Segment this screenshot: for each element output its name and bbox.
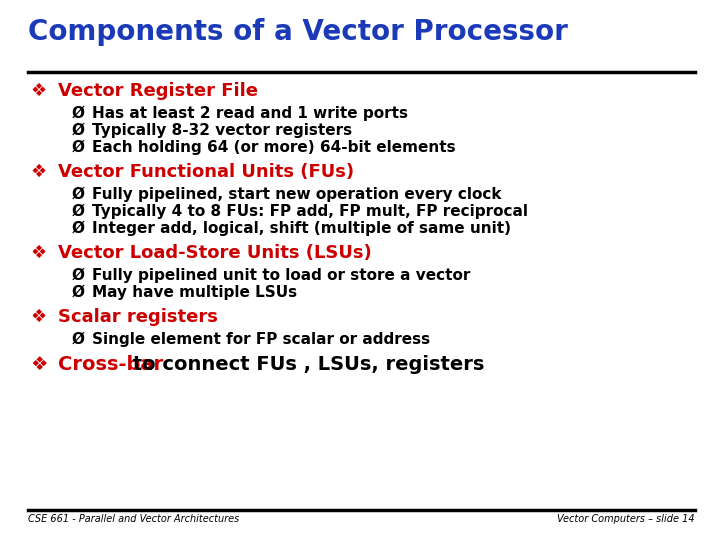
- Text: CSE 661 - Parallel and Vector Architectures: CSE 661 - Parallel and Vector Architectu…: [28, 514, 239, 524]
- Text: Fully pipelined, start new operation every clock: Fully pipelined, start new operation eve…: [92, 187, 502, 202]
- Text: Ø: Ø: [72, 123, 85, 138]
- Text: Fully pipelined unit to load or store a vector: Fully pipelined unit to load or store a …: [92, 268, 470, 283]
- Text: Cross-bar: Cross-bar: [58, 355, 163, 374]
- Text: Scalar registers: Scalar registers: [58, 308, 218, 326]
- Text: May have multiple LSUs: May have multiple LSUs: [92, 285, 297, 300]
- Text: Ø: Ø: [72, 106, 85, 121]
- Text: Typically 8-32 vector registers: Typically 8-32 vector registers: [92, 123, 352, 138]
- Text: Integer add, logical, shift (multiple of same unit): Integer add, logical, shift (multiple of…: [92, 221, 511, 236]
- Text: Each holding 64 (or more) 64-bit elements: Each holding 64 (or more) 64-bit element…: [92, 140, 456, 155]
- Text: Ø: Ø: [72, 140, 85, 155]
- Text: ❖: ❖: [30, 163, 46, 181]
- Text: Ø: Ø: [72, 204, 85, 219]
- Text: Components of a Vector Processor: Components of a Vector Processor: [28, 18, 568, 46]
- Text: Single element for FP scalar or address: Single element for FP scalar or address: [92, 332, 430, 347]
- Text: ❖: ❖: [30, 82, 46, 100]
- Text: Has at least 2 read and 1 write ports: Has at least 2 read and 1 write ports: [92, 106, 408, 121]
- Text: Ø: Ø: [72, 221, 85, 236]
- Text: Vector Computers – slide 14: Vector Computers – slide 14: [557, 514, 695, 524]
- Text: Vector Load-Store Units (LSUs): Vector Load-Store Units (LSUs): [58, 244, 372, 262]
- Text: Ø: Ø: [72, 332, 85, 347]
- Text: ❖: ❖: [30, 355, 48, 374]
- Text: ❖: ❖: [30, 244, 46, 262]
- Text: Ø: Ø: [72, 187, 85, 202]
- Text: Ø: Ø: [72, 268, 85, 283]
- Text: Vector Functional Units (FUs): Vector Functional Units (FUs): [58, 163, 354, 181]
- Text: Typically 4 to 8 FUs: FP add, FP mult, FP reciprocal: Typically 4 to 8 FUs: FP add, FP mult, F…: [92, 204, 528, 219]
- Text: Vector Register File: Vector Register File: [58, 82, 258, 100]
- Text: Ø: Ø: [72, 285, 85, 300]
- Text: to connect FUs , LSUs, registers: to connect FUs , LSUs, registers: [126, 355, 485, 374]
- Text: ❖: ❖: [30, 308, 46, 326]
